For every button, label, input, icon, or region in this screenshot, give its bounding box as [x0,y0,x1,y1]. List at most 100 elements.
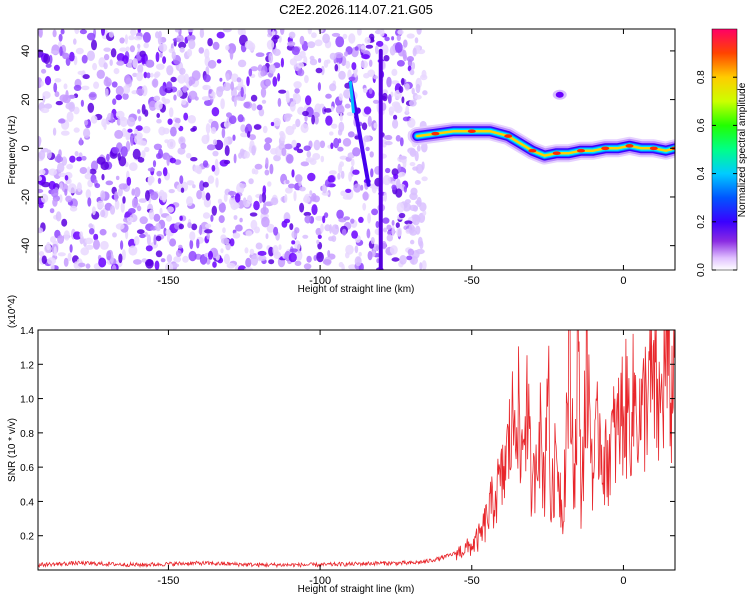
noise-speckle [111,264,117,270]
noise-speckle [128,35,135,41]
noise-speckle [237,59,247,68]
noise-speckle [397,163,402,173]
noise-speckle [222,227,226,234]
noise-speckle [174,29,180,33]
noise-speckle [223,193,228,203]
noise-speckle [245,230,253,237]
noise-speckle [368,59,373,67]
noise-speckle [412,47,417,57]
noise-speckle [40,193,49,203]
noise-speckle [330,142,334,150]
noise-speckle [410,239,415,245]
noise-speckle [142,126,151,134]
noise-speckle [289,223,294,231]
noise-speckle [360,184,364,191]
noise-speckle [313,139,321,151]
noise-speckle [153,95,161,102]
noise-speckle [119,47,128,52]
noise-speckle [323,108,333,113]
noise-speckle [343,216,351,221]
noise-speckle [91,39,97,51]
noise-speckle [207,175,215,184]
noise-speckle [129,162,138,172]
noise-speckle [158,148,163,159]
noise-speckle [155,235,162,242]
noise-speckle [391,36,395,41]
noise-speckle [61,218,68,227]
noise-speckle [272,34,280,40]
noise-speckle [191,223,198,231]
noise-speckle [373,75,378,80]
noise-speckle [52,29,57,38]
noise-speckle [141,150,146,159]
noise-speckle [58,172,67,177]
noise-speckle [383,55,390,62]
noise-speckle [280,57,284,68]
noise-speckle [63,230,70,241]
noise-speckle [303,263,312,270]
noise-speckle [111,81,118,88]
noise-speckle [421,69,427,79]
noise-speckle [68,101,75,113]
noise-speckle [322,33,330,44]
noise-speckle [280,29,285,35]
noise-speckle [125,46,130,52]
noise-speckle [148,209,155,220]
noise-speckle [187,29,194,33]
noise-speckle [122,85,131,95]
noise-speckle [362,202,367,211]
noise-speckle [324,212,329,219]
noise-speckle [363,135,371,143]
noise-speckle [62,94,71,104]
noise-speckle [202,212,211,219]
noise-speckle [223,82,232,91]
noise-speckle [386,76,392,88]
noise-speckle [262,125,268,134]
noise-speckle [226,112,232,118]
noise-speckle [40,80,44,87]
noise-speckle [384,36,390,42]
noise-speckle [270,197,279,206]
noise-speckle [131,197,138,208]
noise-speckle [416,29,422,35]
noise-speckle [118,183,128,190]
noise-speckle [137,156,145,163]
noise-speckle [354,245,359,254]
noise-speckle [329,224,333,234]
noise-speckle [248,68,253,77]
noise-speckle [173,256,182,263]
noise-speckle [237,114,244,123]
noise-speckle [334,63,339,72]
noise-speckle [239,148,245,156]
noise-speckle [178,244,183,249]
noise-speckle [189,231,196,241]
noise-speckle [145,59,155,68]
noise-speckle [196,190,203,200]
noise-speckle [261,216,270,228]
noise-speckle [394,42,403,53]
noise-speckle [258,255,267,261]
noise-speckle [87,197,92,207]
noise-speckle [63,257,69,267]
noise-speckle [396,227,403,237]
noise-speckle [120,202,125,213]
noise-speckle [109,205,116,215]
noise-speckle [45,63,52,68]
noise-speckle [115,110,125,119]
noise-speckle [293,81,302,89]
noise-speckle [328,170,337,175]
noise-speckle [91,206,96,216]
y-tick-label: -40 [20,238,32,254]
noise-speckle [138,115,142,122]
noise-speckle [204,229,213,234]
noise-speckle [60,29,65,35]
noise-speckle [154,101,163,111]
noise-speckle [41,255,47,264]
noise-speckle [120,146,128,158]
noise-speckle [265,78,271,87]
noise-speckle [189,239,194,250]
x-tick-label: -50 [464,275,480,287]
noise-speckle [212,150,219,157]
noise-speckle [222,29,232,33]
noise-speckle [217,198,223,204]
